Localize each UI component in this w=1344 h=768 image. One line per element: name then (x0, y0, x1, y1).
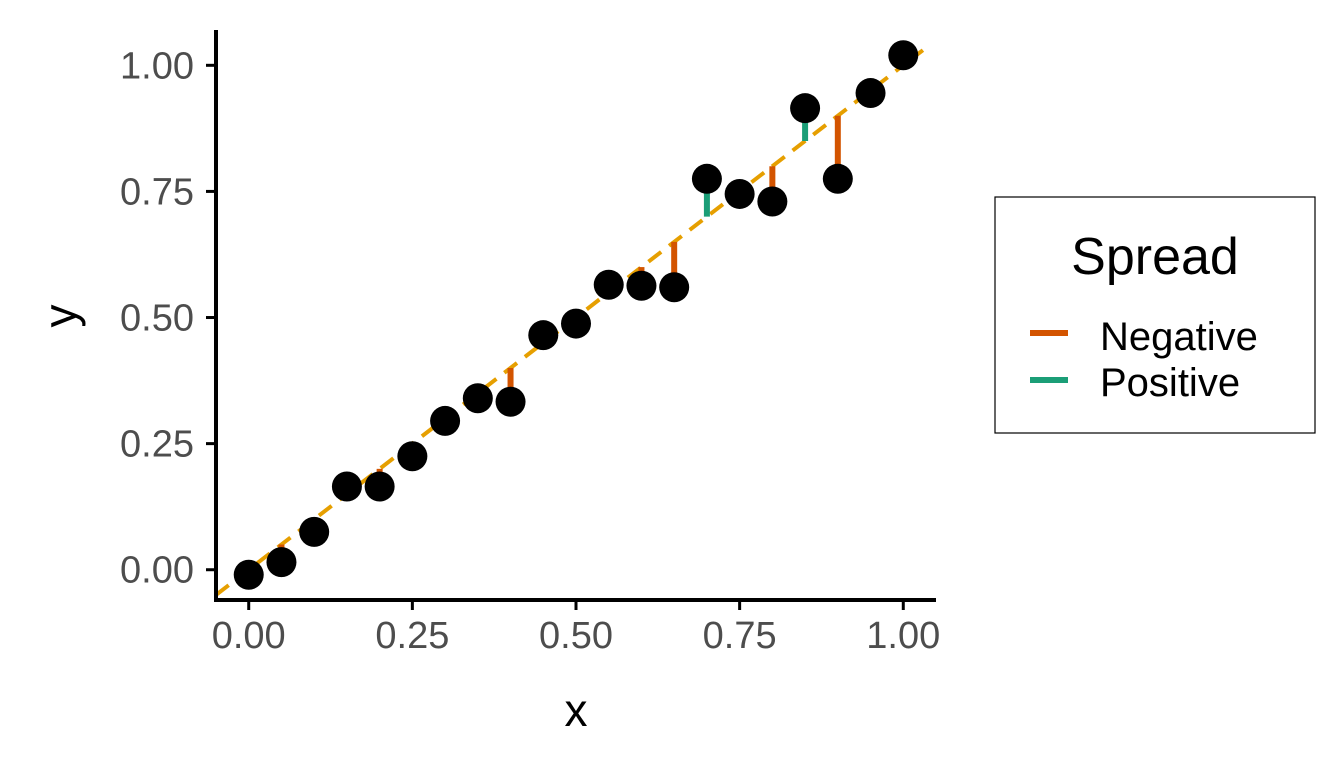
plot-area (214, 40, 925, 597)
y-axis-title: y (34, 305, 86, 328)
data-point (462, 383, 493, 414)
data-point (299, 516, 330, 547)
legend-box (994, 196, 1316, 434)
data-point (724, 178, 755, 209)
data-point (430, 405, 461, 436)
data-point (331, 471, 362, 502)
legend: Spread Negative Positive (994, 196, 1316, 434)
data-point (495, 386, 526, 417)
y-tick-label: 0.25 (120, 424, 194, 466)
data-point (364, 471, 395, 502)
data-point (757, 186, 788, 217)
data-point (822, 163, 853, 194)
x-tick-label: 0.00 (212, 615, 286, 657)
data-point (855, 78, 886, 109)
y-tick-label: 0.00 (120, 550, 194, 592)
x-tick-label: 0.50 (539, 615, 613, 657)
data-point (659, 272, 690, 303)
data-point (266, 547, 297, 578)
x-tick-label: 0.75 (703, 615, 777, 657)
data-point (561, 308, 591, 339)
data-point (691, 163, 722, 194)
x-tick-label: 1.00 (866, 615, 940, 657)
data-point (888, 40, 919, 71)
data-point (790, 93, 821, 124)
axes: 0.00 0.25 0.50 0.75 1.00 0.00 0.25 0.50 0.75 1.00 (120, 30, 940, 657)
x-axis-title: x (565, 684, 588, 736)
y-tick-label: 0.50 (120, 298, 194, 340)
data-point (397, 441, 428, 472)
x-tick-label: 0.25 (375, 615, 449, 657)
y-tick-label: 1.00 (120, 45, 194, 87)
legend-title: Spread (1071, 228, 1239, 286)
legend-label-negative: Negative (1100, 315, 1258, 359)
data-point (233, 559, 264, 590)
legend-label-positive: Positive (1100, 361, 1240, 405)
data-point (626, 270, 657, 301)
data-point (528, 320, 559, 351)
y-tick-label: 0.75 (120, 171, 194, 213)
data-point (593, 269, 624, 300)
